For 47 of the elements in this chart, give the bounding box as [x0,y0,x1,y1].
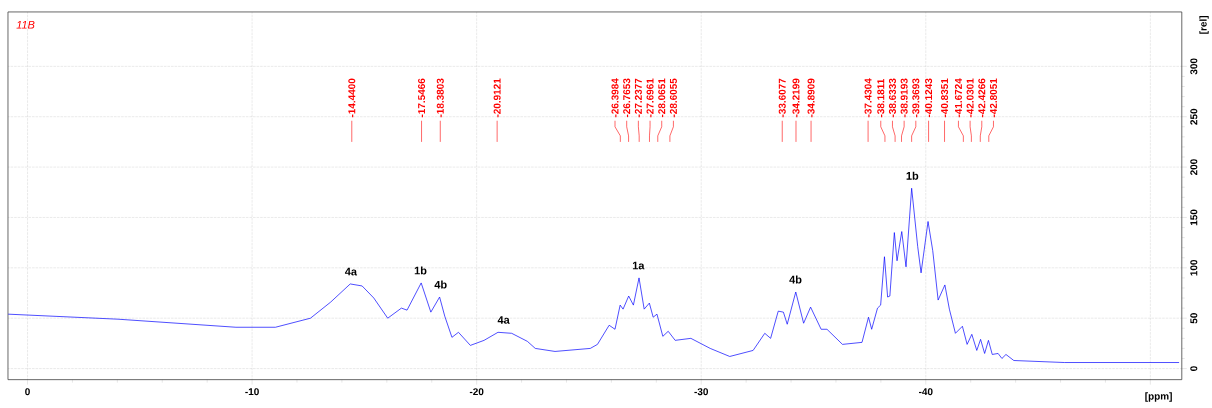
annotation: -38.1811 [877,79,885,118]
y-tick-label: 300 [1190,58,1198,75]
annotation: -34.2199 [792,78,800,118]
annotation: 1b [414,266,427,275]
x-tick-label: -30 [694,388,709,396]
annotation: -34.8909 [807,78,815,118]
annotation: 4b [789,275,802,284]
annotation: -27.2377 [634,78,642,118]
annotation: -40.1243 [925,78,933,118]
annotation: -18.3803 [436,78,444,118]
text: 11B [16,21,35,29]
annotation: -26.7653 [623,78,631,118]
annotation: -41.6724 [954,78,962,118]
annotation: -20.9121 [493,78,501,118]
y-axis-title: [rel] [1199,16,1209,34]
y-tick-label: 200 [1190,159,1198,176]
x-axis-title: [ppm] [1145,392,1172,402]
annotation: -42.4266 [978,78,986,118]
annotation: -28.0651 [658,78,666,118]
y-tick-label: 150 [1190,209,1198,226]
annotation: 1b [906,171,919,180]
y-tick-label: 50 [1190,313,1198,324]
y-tick-label: 0 [1190,366,1198,372]
annotation: -28.6055 [669,78,677,118]
annotation: -42.8051 [989,78,997,118]
annotation: 4b [434,280,447,289]
line-series [7,188,1180,364]
annotation: 4a [344,268,358,276]
x-tick-label: -10 [245,388,259,396]
x-tick-label: -20 [469,388,484,396]
annotation: -14.4400 [348,78,356,118]
annotation: -38.6333 [888,78,896,118]
annotation: -26.3984 [611,78,619,118]
annotation: 1a [632,261,645,270]
y-tick-label: 250 [1190,109,1198,125]
x-tick-label: 0 [25,388,30,396]
annotation: -17.5466 [418,78,426,118]
annotation: -39.3693 [912,78,920,118]
annotation: 4a [497,316,510,325]
annotation: -42.0301 [966,78,974,118]
annotation: -37.4304 [864,78,872,118]
annotation: -33.6077 [778,78,786,118]
x-tick-label: -40 [918,388,933,396]
annotation: -27.6961 [646,78,654,118]
annotation: -40.8351 [941,78,949,118]
annotation: -38.9193 [900,78,908,118]
y-tick-label: 100 [1190,260,1198,276]
